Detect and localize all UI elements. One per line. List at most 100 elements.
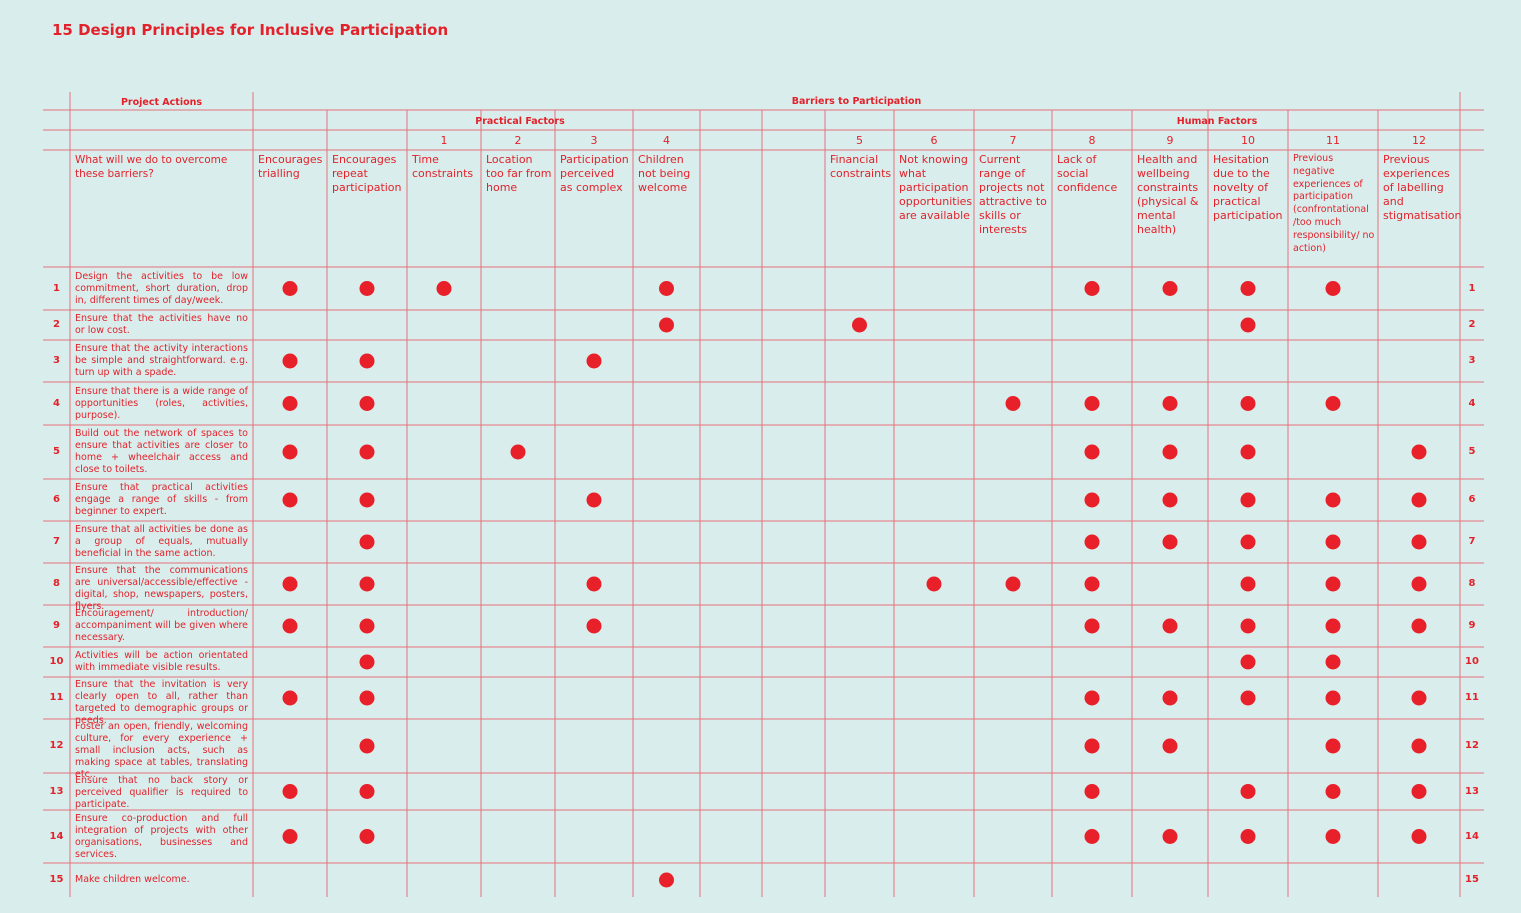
column-header: Previous negative experiences of partici…: [1293, 153, 1375, 254]
dot: [1240, 618, 1256, 634]
dot: [1325, 690, 1341, 706]
action: Ensure that the invitation is very clear…: [75, 679, 248, 726]
dot: [1084, 281, 1100, 296]
action: Encouragement/ introduction/ accompanime…: [75, 608, 248, 643]
title: 15 Design Principles for Inclusive Parti…: [52, 21, 449, 39]
dot: [1084, 576, 1100, 592]
dot: [1411, 534, 1427, 550]
row-number: 2: [53, 319, 60, 330]
dot: [1411, 444, 1427, 460]
row-number: 3: [53, 355, 60, 366]
dot: [282, 492, 298, 508]
dot: [1240, 784, 1256, 799]
column-header: Hesitation due to the novelty of practic…: [1213, 153, 1283, 222]
dot: [1240, 576, 1256, 592]
dot: [1240, 690, 1256, 706]
dot: [1084, 829, 1100, 844]
row-number: 8: [1468, 578, 1476, 589]
dot: [1005, 576, 1021, 592]
column-number: 8: [1088, 134, 1096, 147]
dot: [359, 576, 375, 592]
dot: [1325, 738, 1341, 754]
dot: [1162, 534, 1178, 550]
dot: [1084, 784, 1100, 799]
header-group: Barriers to Participation: [791, 96, 922, 107]
dot: [436, 281, 452, 296]
dot: [359, 444, 375, 460]
column-number: 10: [1241, 134, 1255, 147]
dot: [586, 576, 602, 592]
action: Build out the network of spaces to ensur…: [75, 428, 248, 475]
action: Ensure co-production and full integratio…: [75, 812, 248, 860]
dot: [1411, 618, 1427, 634]
header-question: What will we do to overcome these barrie…: [75, 154, 228, 180]
dot: [1325, 534, 1341, 550]
column-header: Health and wellbeing constraints (physic…: [1137, 153, 1199, 236]
dot: [1162, 690, 1178, 706]
column-header: Time constraints: [412, 153, 474, 180]
dot: [1240, 534, 1256, 550]
column-header: Encourages trialling: [258, 153, 323, 180]
column-number: 1: [440, 134, 448, 147]
dot: [1325, 829, 1341, 844]
dot: [1240, 829, 1256, 844]
dot: [1325, 784, 1341, 799]
dot: [1325, 281, 1341, 296]
dot: [282, 784, 298, 799]
dot: [1411, 576, 1427, 592]
dot: [1005, 396, 1021, 411]
dot: [282, 618, 298, 634]
row-number: 1: [53, 282, 60, 294]
action: Foster an open, friendly, welcoming cult…: [75, 721, 248, 780]
dot: [359, 396, 375, 411]
dot: [1411, 784, 1427, 799]
dot: [659, 872, 674, 888]
header-group: Human Factors: [1176, 116, 1258, 127]
row-number: 13: [1465, 785, 1479, 797]
row-number: 11: [49, 692, 64, 703]
column-number: 4: [663, 134, 670, 147]
action: Ensure that there is a wide range of opp…: [75, 385, 248, 421]
dot: [1411, 690, 1427, 706]
row-number: 13: [49, 785, 64, 797]
row-number: 7: [53, 536, 60, 547]
column-header: Location too far from home: [486, 153, 552, 194]
dot: [282, 576, 298, 592]
action: Ensure that practical activities engage …: [75, 482, 248, 517]
dot: [282, 353, 298, 369]
dot: [1411, 492, 1427, 508]
action: Make children welcome.: [75, 874, 190, 885]
dot: [510, 444, 526, 460]
column-header: Lack of social confidence: [1057, 153, 1118, 194]
dot: [1084, 534, 1100, 550]
row-number: 12: [1465, 740, 1479, 751]
dot: [1162, 829, 1178, 844]
dot: [1240, 492, 1256, 508]
dot: [586, 618, 602, 634]
dot: [1240, 654, 1256, 670]
column-number: 9: [1166, 134, 1174, 147]
dot: [1240, 317, 1256, 333]
row-number: 12: [49, 740, 64, 751]
dot: [282, 829, 298, 844]
column-number: 6: [930, 134, 938, 147]
dot: [1240, 396, 1256, 411]
row-number: 7: [1468, 536, 1476, 547]
column-number: 7: [1009, 134, 1017, 147]
dot: [359, 829, 375, 844]
row-number: 10: [49, 656, 64, 667]
header-group: Project Actions: [120, 97, 203, 108]
action: Design the activities to be low commitme…: [75, 270, 248, 306]
column-header: Not knowing what participation opportuni…: [899, 153, 973, 222]
column-number: 12: [1412, 134, 1426, 147]
column-header: Current range of projects not attractive…: [979, 153, 1047, 236]
dot: [659, 281, 674, 296]
row-number: 11: [1465, 692, 1479, 703]
column-number: 3: [590, 134, 598, 147]
dot: [1162, 738, 1178, 754]
column-header: Previous experiences of labelling and st…: [1383, 153, 1462, 222]
dot: [1162, 444, 1178, 460]
row-number: 6: [1468, 494, 1476, 505]
column-header: Encourages repeat participation: [332, 153, 402, 194]
